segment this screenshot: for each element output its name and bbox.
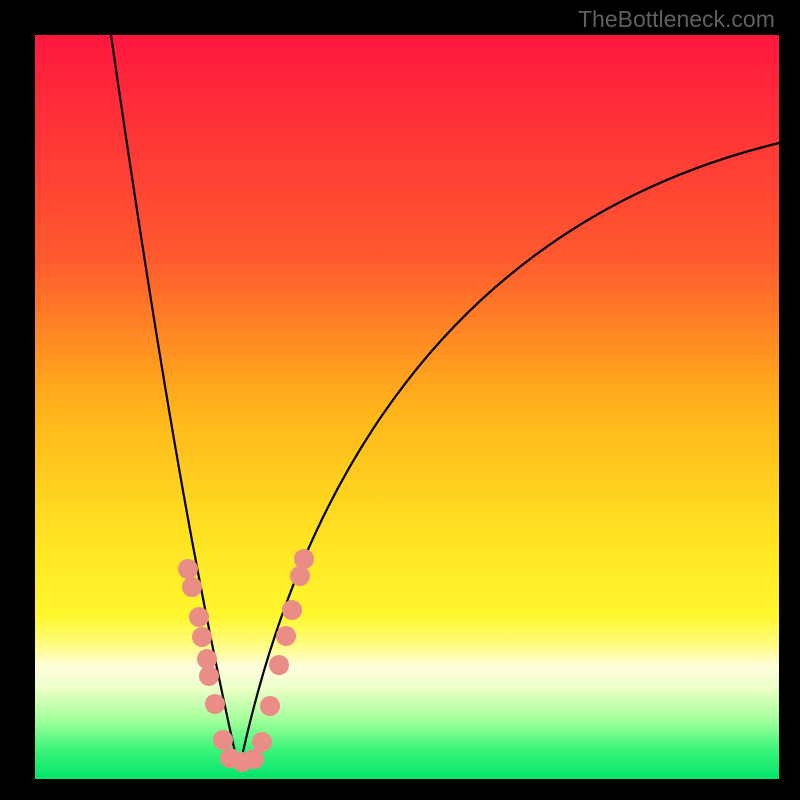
watermark-text: TheBottleneck.com [578,6,775,33]
data-points-layer [0,0,800,800]
data-point [276,626,296,646]
data-point [192,627,212,647]
data-point [182,577,202,597]
data-point [189,607,209,627]
data-point [213,730,233,750]
data-point [282,600,302,620]
data-point [178,559,198,579]
data-point [294,549,314,569]
data-point [199,666,219,686]
data-point [260,696,280,716]
data-point [244,749,264,769]
data-point [290,566,310,586]
data-point [205,694,225,714]
data-point [252,732,272,752]
data-point [269,655,289,675]
